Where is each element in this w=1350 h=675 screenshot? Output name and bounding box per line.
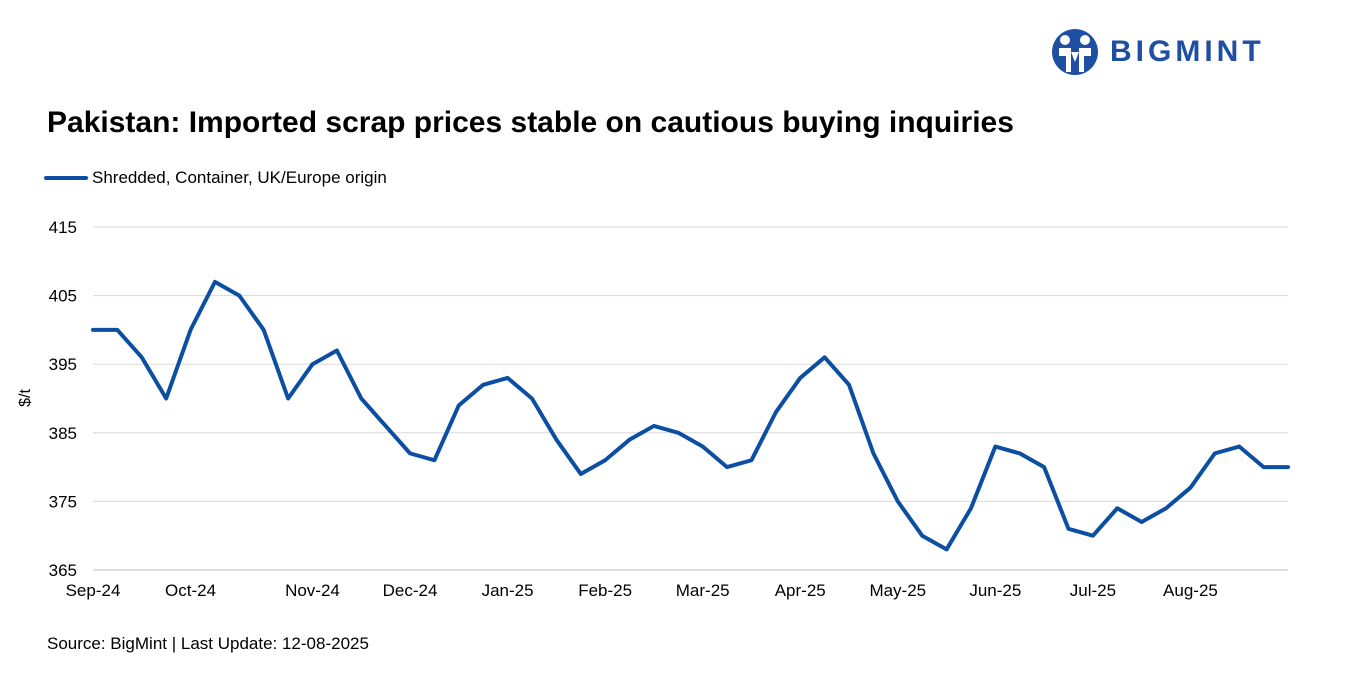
x-tick-label: Oct-24 [165,581,216,600]
data-point [774,410,778,414]
data-point [1262,465,1266,469]
data-point [164,397,168,401]
x-tick-label: Mar-25 [676,581,730,600]
x-tick-label: May-25 [869,581,926,600]
data-point [847,383,851,387]
data-point [530,397,534,401]
data-point [993,445,997,449]
chart-title: Pakistan: Imported scrap prices stable o… [47,106,1014,139]
y-tick-label: 385 [49,424,77,443]
data-point [457,403,461,407]
data-point [1140,520,1144,524]
x-tick-label: Sep-24 [66,581,121,600]
x-tick-label: Nov-24 [285,581,340,600]
data-point [676,431,680,435]
data-point [189,328,193,332]
data-point [1164,506,1168,510]
legend-swatch [44,176,88,180]
x-tick-label: Dec-24 [383,581,438,600]
bigmint-logo-icon [1052,29,1098,75]
x-tick-label: Jul-25 [1070,581,1116,600]
x-tick-label: Jun-25 [969,581,1021,600]
data-point [554,438,558,442]
y-tick-label: 405 [49,287,77,306]
data-point [823,355,827,359]
data-point [749,458,753,462]
data-point [384,424,388,428]
data-point [115,328,119,332]
data-point [798,376,802,380]
data-point [335,348,339,352]
y-tick-label: 365 [49,561,77,580]
data-point [603,458,607,462]
series-line-shredded-container [91,279,1290,552]
y-tick-label: 415 [49,218,77,237]
data-point [1067,527,1071,531]
data-point [359,397,363,401]
brand-name: BIGMINT [1110,35,1265,68]
data-point [579,472,583,476]
x-tick-label: Aug-25 [1163,581,1218,600]
data-point [725,465,729,469]
data-point [1213,451,1217,455]
chart-legend: Shredded, Container, UK/Europe origin [44,168,387,188]
y-axis-label: $/t [17,389,34,407]
x-tick-label: Apr-25 [775,581,826,600]
legend-label: Shredded, Container, UK/Europe origin [92,168,387,187]
data-point [237,294,241,298]
data-point [213,280,217,284]
data-point [628,438,632,442]
data-point [896,499,900,503]
data-point [432,458,436,462]
data-point [945,547,949,551]
y-tick-label: 395 [49,355,77,374]
data-point [1115,506,1119,510]
data-point [1042,465,1046,469]
data-point [506,376,510,380]
data-point [871,451,875,455]
x-tick-label: Jan-25 [482,581,534,600]
data-point [1091,534,1095,538]
brand-logo: BIGMINT [1050,28,1265,76]
y-tick-label: 375 [49,492,77,511]
data-point [408,451,412,455]
data-point [652,424,656,428]
data-point [701,445,705,449]
data-point [1237,445,1241,449]
data-point [1018,451,1022,455]
data-point [1188,486,1192,490]
data-point [91,328,95,332]
data-point [969,506,973,510]
data-point [286,397,290,401]
data-point [140,355,144,359]
data-point [262,328,266,332]
data-point [920,534,924,538]
x-tick-label: Feb-25 [578,581,632,600]
source-note: Source: BigMint | Last Update: 12-08-202… [47,634,369,653]
data-point [310,362,314,366]
data-point [1286,465,1290,469]
data-point [481,383,485,387]
